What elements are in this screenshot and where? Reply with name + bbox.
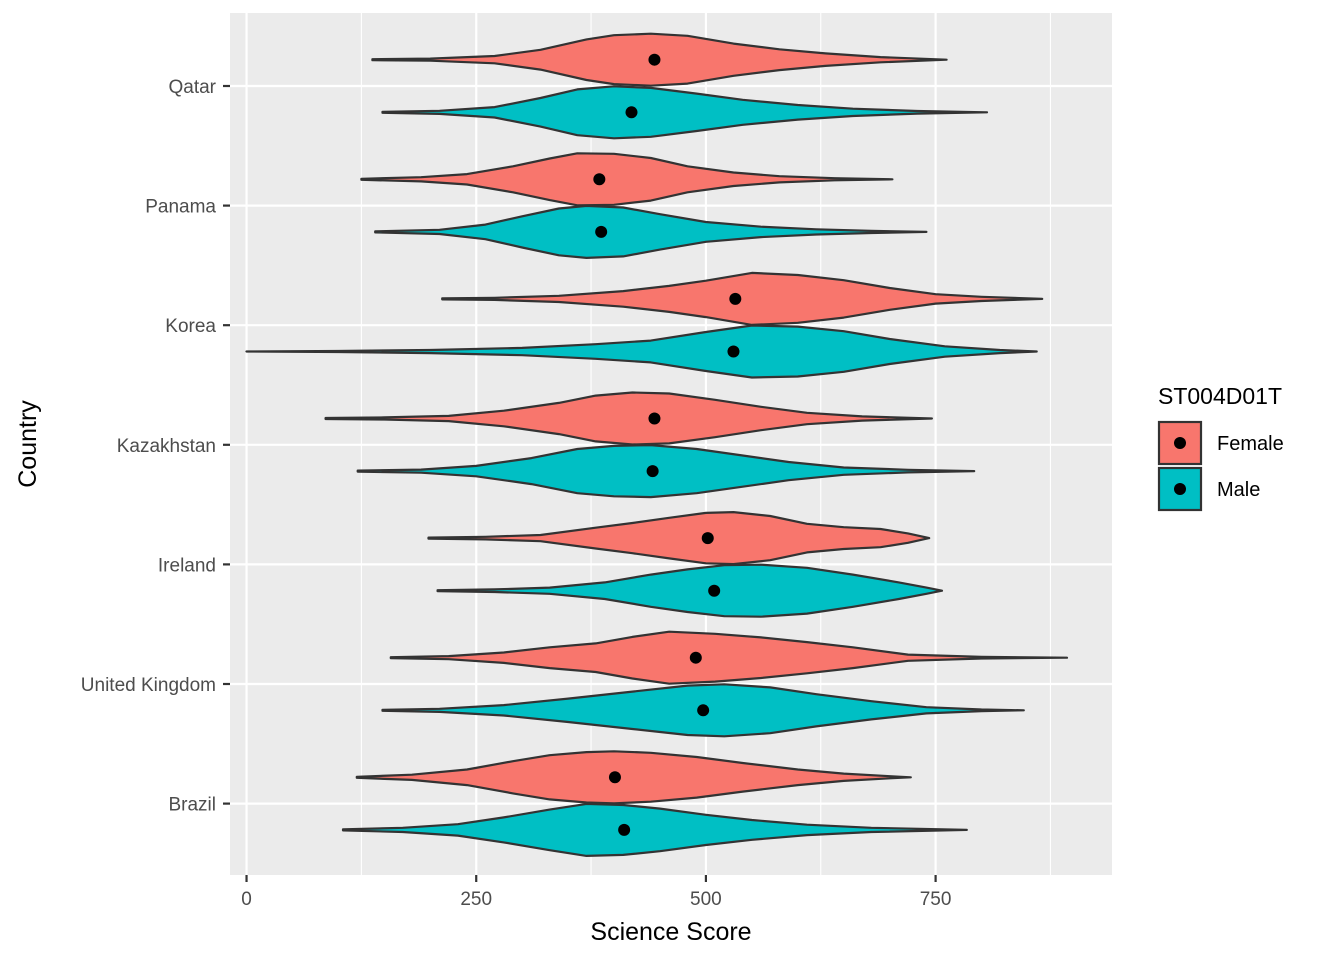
mean-point-united-kingdom-female <box>689 651 702 664</box>
y-tick-label: Kazakhstan <box>117 436 216 457</box>
legend-key-point <box>1174 483 1186 495</box>
mean-point-ireland-female <box>701 532 714 545</box>
violin-ireland-female <box>427 511 931 566</box>
legend-keys: Female Male <box>1157 420 1284 512</box>
mean-point-panama-male <box>595 225 608 238</box>
mean-point-brazil-female <box>608 771 621 784</box>
mean-point-brazil-male <box>618 823 631 836</box>
violin-united-kingdom-female <box>389 630 1069 685</box>
mean-point-korea-male <box>727 345 740 358</box>
mean-point-panama-female <box>593 173 606 186</box>
mean-point-qatar-female <box>648 53 661 66</box>
x-axis: 0 250 500 750 <box>241 875 951 910</box>
violin-kazakhstan-male <box>356 444 976 499</box>
mean-point-united-kingdom-male <box>697 704 710 717</box>
violin-brazil-female <box>355 750 912 805</box>
x-tick-label: 250 <box>460 889 492 910</box>
violin-brazil-male <box>341 802 968 857</box>
violin-ireland-male <box>436 563 944 618</box>
mean-point-kazakhstan-male <box>646 465 659 478</box>
violin-panama-female <box>360 152 894 207</box>
y-tick-label: Qatar <box>168 77 216 98</box>
legend: ST004D01T Female Male <box>1157 383 1284 512</box>
legend-label-male: Male <box>1217 479 1260 501</box>
y-tick-label: Ireland <box>158 555 216 576</box>
legend-key-point <box>1174 437 1186 449</box>
violin-korea-male <box>245 324 1038 379</box>
legend-label-female: Female <box>1217 433 1284 455</box>
y-tick-label: Panama <box>145 197 216 218</box>
mean-point-qatar-male <box>625 106 638 119</box>
y-tick-label: Brazil <box>168 795 216 816</box>
legend-title: ST004D01T <box>1158 383 1282 409</box>
x-tick-label: 750 <box>920 889 952 910</box>
y-axis-title: Country <box>14 400 42 488</box>
x-tick-label: 500 <box>690 889 722 910</box>
violin-panama-male <box>374 204 928 259</box>
violin-kazakhstan-female <box>324 391 933 446</box>
y-tick-label: United Kingdom <box>81 675 216 696</box>
mean-point-ireland-male <box>708 584 721 597</box>
mean-point-kazakhstan-female <box>648 412 661 425</box>
violin-qatar-male <box>381 85 989 140</box>
violin-korea-female <box>441 271 1044 326</box>
y-tick-label: Korea <box>165 316 216 337</box>
mean-points <box>593 53 742 836</box>
x-axis-title: Science Score <box>590 918 751 946</box>
x-tick-label: 0 <box>241 889 252 910</box>
y-axis: Brazil United Kingdom Ireland Kazakhstan Kor… <box>81 77 230 816</box>
mean-point-korea-female <box>729 292 742 305</box>
